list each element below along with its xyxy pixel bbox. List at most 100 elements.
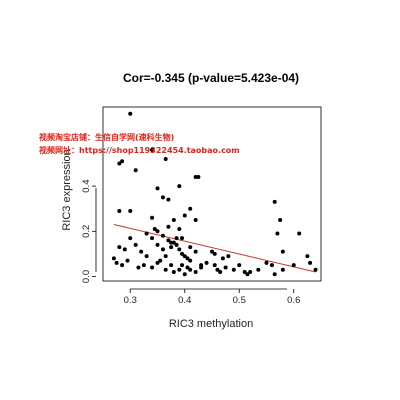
data-point: [199, 263, 204, 268]
data-point: [171, 269, 176, 274]
y-axis-ticks: 0.0 0.2 0.4: [81, 179, 96, 283]
data-point: [117, 245, 122, 250]
data-point: [171, 217, 176, 222]
data-point: [163, 254, 168, 259]
data-point: [152, 227, 157, 232]
data-point: [136, 265, 141, 270]
data-point: [128, 208, 133, 213]
data-point: [155, 242, 160, 247]
data-point: [297, 231, 302, 236]
data-point: [169, 245, 174, 250]
data-point: [180, 251, 185, 256]
data-point: [188, 206, 193, 211]
y-axis-title: RIC3 expression: [61, 149, 73, 230]
data-point: [174, 236, 179, 241]
data-point: [133, 168, 138, 173]
data-point: [275, 231, 280, 236]
data-point: [242, 269, 247, 274]
data-points: [111, 111, 318, 277]
data-point: [158, 258, 163, 263]
data-point: [272, 272, 277, 277]
data-point: [196, 175, 201, 180]
data-point: [114, 260, 119, 265]
data-point: [305, 254, 310, 259]
data-point: [182, 254, 187, 259]
data-point: [308, 260, 313, 265]
data-point: [237, 263, 242, 268]
data-point: [182, 272, 187, 277]
data-point: [155, 260, 160, 265]
data-point: [256, 267, 261, 272]
data-point: [185, 256, 190, 261]
data-point: [177, 247, 182, 252]
data-point: [128, 236, 133, 241]
data-point: [278, 217, 283, 222]
data-point: [160, 233, 165, 238]
data-point: [160, 195, 165, 200]
data-point: [177, 227, 182, 232]
data-point: [150, 265, 155, 270]
data-point: [160, 247, 165, 252]
data-point: [280, 249, 285, 254]
data-point: [188, 267, 193, 272]
data-point: [171, 240, 176, 245]
data-point: [193, 217, 198, 222]
data-point: [163, 267, 168, 272]
data-point: [218, 269, 223, 274]
data-point: [111, 256, 116, 261]
data-point: [245, 272, 250, 277]
x-tick-label: 0.3: [124, 295, 137, 306]
data-point: [313, 267, 318, 272]
data-point: [125, 258, 130, 263]
data-point: [163, 156, 168, 161]
data-point: [210, 249, 214, 254]
y-tick-label: 0.4: [81, 179, 92, 192]
data-point: [122, 247, 127, 252]
watermark-shop: 视频淘宝店铺：生信自学网(速科生物): [39, 132, 174, 142]
x-tick-label: 0.5: [233, 295, 246, 306]
data-point: [155, 186, 160, 191]
plot-frame: [102, 106, 322, 282]
y-tick-label: 0.0: [81, 270, 92, 283]
data-point: [193, 249, 198, 254]
data-point: [272, 199, 277, 204]
data-point: [128, 111, 133, 116]
data-point: [182, 213, 187, 218]
data-point: [144, 231, 149, 236]
data-point: [117, 161, 122, 166]
data-point: [144, 254, 149, 259]
data-point: [269, 263, 274, 268]
data-point: [215, 267, 220, 272]
data-point: [212, 251, 217, 256]
y-tick-label: 0.2: [81, 225, 92, 238]
data-point: [248, 269, 253, 274]
data-point: [193, 269, 198, 274]
data-point: [117, 208, 122, 213]
data-point: [188, 258, 193, 263]
data-point: [204, 260, 209, 265]
data-point: [139, 249, 144, 254]
data-point: [120, 263, 125, 268]
data-point: [150, 147, 155, 152]
data-point: [180, 236, 185, 241]
data-point: [155, 229, 160, 234]
data-point: [169, 263, 174, 268]
data-point: [150, 236, 155, 241]
data-point: [264, 260, 269, 265]
data-point: [231, 267, 236, 272]
x-axis-title: RIC3 methylation: [169, 318, 253, 330]
x-tick-label: 0.6: [287, 295, 300, 306]
data-point: [166, 197, 171, 202]
data-point: [220, 256, 225, 261]
data-point: [180, 263, 185, 268]
x-tick-label: 0.4: [178, 295, 191, 306]
data-point: [177, 184, 182, 189]
data-point: [280, 267, 285, 272]
watermark-url: 视频网址：https://shop119322454.taobao.com: [39, 145, 240, 155]
x-axis-ticks: 0.3 0.4 0.5 0.6: [124, 289, 300, 306]
data-point: [212, 263, 217, 268]
data-point: [166, 238, 171, 243]
data-point: [150, 215, 155, 220]
data-point: [223, 265, 228, 270]
